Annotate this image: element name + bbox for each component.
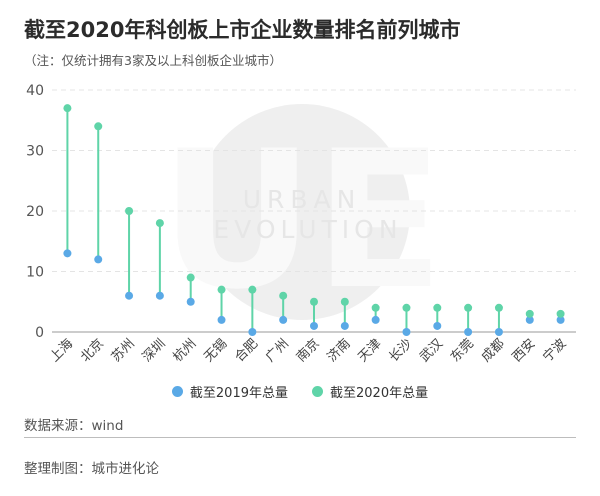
point-2020: [464, 303, 473, 312]
chart-legend: 截至2019年总量 截至2020年总量: [0, 382, 600, 401]
point-2020: [525, 309, 534, 318]
point-2020: [94, 122, 103, 131]
y-tick-label: 10: [26, 265, 44, 281]
point-2020: [433, 303, 442, 312]
point-2019: [402, 328, 411, 336]
point-2019: [186, 297, 195, 306]
divider: [24, 437, 576, 438]
point-2019: [125, 291, 134, 300]
y-tick-label: 0: [35, 325, 44, 341]
legend-swatch-2019: [171, 386, 183, 397]
x-tick-label: 南京: [293, 336, 323, 366]
chart-subtitle: （注：仅统计拥有3家及以上科创板企业城市）: [24, 53, 282, 68]
dumbbell-chart: UE URBAN EVOLUTION 0 10 20 30 40 上海 北京 苏州 深圳 杭州无…: [26, 83, 576, 366]
point-2020: [125, 207, 134, 215]
x-tick-label: 合肥: [232, 336, 261, 365]
x-tick-label: 东莞: [448, 336, 477, 365]
watermark-logo-letters: UE: [160, 110, 444, 331]
point-2020: [248, 285, 257, 294]
point-2019: [310, 321, 318, 330]
y-tick-label: 40: [26, 83, 44, 99]
x-tick-label: 北京: [78, 336, 107, 365]
point-2020: [371, 303, 380, 312]
point-2019: [217, 315, 226, 324]
point-2020: [402, 303, 411, 312]
y-tick-label: 30: [26, 144, 44, 160]
chart-title: 截至2020年科创板上市企业数量排名前列城市: [24, 18, 461, 42]
point-2019: [494, 328, 503, 336]
x-tick-label: 长沙: [386, 336, 415, 365]
x-tick-label: 无锡: [201, 336, 230, 365]
data-source: 数据来源：wind: [24, 418, 124, 434]
x-tick-label: 武汉: [417, 336, 446, 365]
point-2020: [279, 291, 288, 300]
point-2020: [217, 285, 226, 294]
point-2019: [63, 249, 72, 258]
x-tick-label: 苏州: [108, 336, 138, 366]
x-tick-label: 上海: [47, 336, 76, 365]
legend-swatch-2020: [312, 386, 323, 397]
point-2019: [433, 321, 442, 330]
watermark-line1: URBAN: [243, 185, 362, 214]
point-2020: [186, 273, 195, 282]
x-tick-label: 杭州: [171, 336, 200, 365]
x-tick-label: 西安: [510, 336, 539, 365]
x-tick-label: 成都: [479, 336, 508, 365]
legend-label-2019: 截至2019年总量: [189, 386, 288, 401]
x-tick-label: 深圳: [140, 336, 169, 365]
point-2019: [155, 291, 164, 300]
legend-item-2019[interactable]: 截至2019年总量: [171, 382, 288, 401]
point-2019: [248, 328, 257, 336]
point-2020: [556, 309, 565, 318]
x-tick-label: 天津: [355, 336, 384, 365]
point-2020: [340, 297, 349, 306]
point-2020: [155, 219, 164, 228]
point-2020: [494, 303, 503, 312]
y-tick-label: 20: [26, 204, 44, 220]
watermark-line2: EVOLUTION: [213, 215, 402, 244]
x-tick-label: 济南: [324, 336, 354, 366]
point-2020: [310, 297, 318, 306]
point-2019: [340, 321, 349, 330]
point-2019: [525, 315, 534, 324]
watermark-logo: UE URBAN EVOLUTION: [160, 104, 444, 331]
point-2019: [464, 328, 473, 336]
point-2019: [371, 315, 380, 324]
x-tick-label: 宁波: [540, 336, 570, 366]
point-2020: [63, 104, 72, 113]
legend-item-2020[interactable]: 截至2020年总量: [312, 382, 428, 401]
point-2019: [556, 315, 565, 324]
legend-label-2020: 截至2020年总量: [330, 386, 429, 401]
chart-credit: 整理制图：城市进化论: [24, 461, 159, 477]
point-2019: [94, 255, 103, 264]
x-tick-label: 广州: [263, 336, 292, 365]
point-2019: [279, 315, 288, 324]
